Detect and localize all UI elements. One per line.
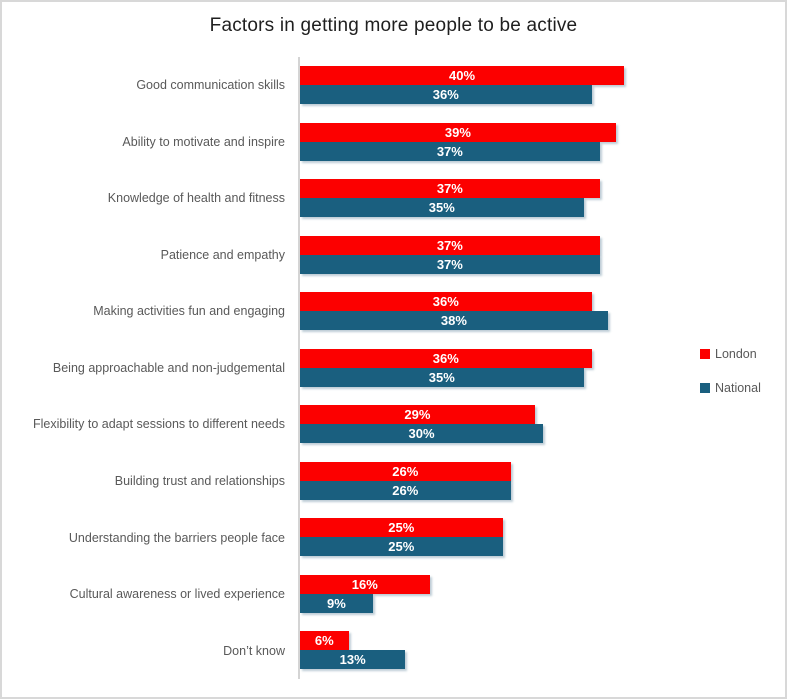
london-swatch — [700, 349, 710, 359]
bar-value-label: 9% — [327, 595, 346, 611]
national-bar: 26% — [300, 480, 511, 500]
national-bar: 35% — [300, 198, 584, 218]
chart-row: Cultural awareness or lived experience 16… — [2, 565, 785, 623]
category-label: Making activities fun and engaging — [93, 304, 285, 319]
bar-value-label: 35% — [428, 369, 455, 385]
bar-area: 39% 37% — [298, 113, 785, 171]
bar-area: 6% 13% — [298, 622, 785, 680]
bar-value-label: 38% — [440, 313, 467, 329]
national-swatch — [700, 383, 710, 393]
chart-row: Making activities fun and engaging 36% 38% — [2, 283, 785, 340]
plot-area: Good communication skills 40% 36% Ability t… — [2, 57, 785, 680]
chart-row: Flexibility to adapt sessions to differe… — [2, 396, 785, 453]
bar-value-label: 6% — [314, 633, 334, 649]
legend-item-london: London — [700, 347, 761, 361]
national-bar: 38% — [300, 311, 608, 331]
bar-value-label: 37% — [436, 181, 463, 197]
chart-row: Knowledge of health and fitness 37% 35% — [2, 170, 785, 227]
chart-row: Understanding the barriers people face 25… — [2, 509, 785, 566]
chart-row: Being approachable and non-judgemental 36… — [2, 339, 785, 397]
bar-area: 25% 25% — [298, 509, 785, 566]
national-bar: 30% — [300, 424, 543, 444]
national-bar: 25% — [300, 537, 503, 557]
bar-value-label: 30% — [408, 426, 435, 442]
national-bar: 13% — [300, 650, 406, 670]
london-bar: 37% — [300, 179, 600, 199]
london-bar: 39% — [300, 122, 616, 142]
london-bar: 36% — [300, 292, 592, 312]
category-label: Good communication skills — [136, 78, 285, 93]
london-bar: 6% — [300, 631, 349, 651]
bar-area: 36% 38% — [298, 283, 785, 340]
bar-value-label: 37% — [436, 256, 463, 272]
bar-value-label: 13% — [339, 652, 366, 668]
bar-area: 36% 35% — [298, 339, 785, 397]
chart-title: Factors in getting more people to be act… — [209, 15, 578, 36]
bar-value-label: 36% — [432, 87, 459, 102]
london-bar: 36% — [300, 348, 592, 368]
london-bar: 16% — [300, 574, 430, 594]
national-bar: 9% — [300, 593, 373, 613]
bar-value-label: 25% — [388, 539, 415, 555]
chart-row: Ability to motivate and inspire 39% 37% — [2, 113, 785, 171]
national-bar: 37% — [300, 254, 600, 274]
legend-item-national: National — [700, 381, 761, 395]
bar-area: 37% 35% — [298, 170, 785, 227]
chart-row: Good communication skills 40% 36% — [2, 57, 785, 114]
bar-value-label: 26% — [392, 463, 419, 479]
category-label: Ability to motivate and inspire — [122, 134, 285, 149]
bar-value-label: 36% — [432, 350, 459, 366]
bar-value-label: 36% — [432, 294, 459, 310]
chart-row: Building trust and relationships 26% 26% — [2, 452, 785, 510]
london-bar: 40% — [300, 66, 624, 85]
bar-value-label: 37% — [436, 143, 463, 159]
london-bar: 25% — [300, 518, 503, 538]
legend-label-london: London — [715, 347, 757, 361]
category-label: Patience and empathy — [160, 247, 285, 262]
bar-area: 16% 9% — [298, 565, 785, 623]
bar-value-label: 16% — [351, 576, 378, 592]
bar-area: 37% 37% — [298, 226, 785, 284]
category-label: Flexibility to adapt sessions to differe… — [33, 417, 285, 432]
national-bar: 37% — [300, 141, 600, 161]
category-label: Understanding the barriers people face — [68, 530, 285, 545]
bar-value-label: 35% — [428, 200, 455, 216]
london-bar: 37% — [300, 235, 600, 255]
legend: London National — [700, 347, 761, 395]
category-label: Knowledge of health and fitness — [107, 191, 285, 206]
national-bar: 35% — [300, 367, 584, 387]
bar-value-label: 29% — [404, 407, 431, 423]
bar-value-label: 26% — [392, 482, 419, 498]
bar-value-label: 37% — [436, 237, 463, 253]
national-bar: 36% — [300, 85, 592, 104]
london-bar: 29% — [300, 405, 535, 425]
bar-value-label: 40% — [448, 68, 476, 83]
category-label: Cultural awareness or lived experience — [69, 587, 285, 602]
category-label: Being approachable and non-judgemental — [52, 360, 285, 375]
legend-label-national: National — [715, 381, 761, 395]
bar-value-label: 39% — [444, 124, 471, 140]
london-bar: 26% — [300, 461, 511, 481]
category-label: Don’t know — [223, 643, 285, 658]
category-label: Building trust and relationships — [114, 473, 285, 488]
bar-area: 40% 36% — [298, 57, 785, 114]
chart-row: Patience and empathy 37% 37% — [2, 226, 785, 284]
bar-value-label: 25% — [388, 520, 415, 536]
chart-row: Don’t know 6% 13% — [2, 622, 785, 680]
bar-area: 29% 30% — [298, 396, 785, 453]
bar-area: 26% 26% — [298, 452, 785, 510]
